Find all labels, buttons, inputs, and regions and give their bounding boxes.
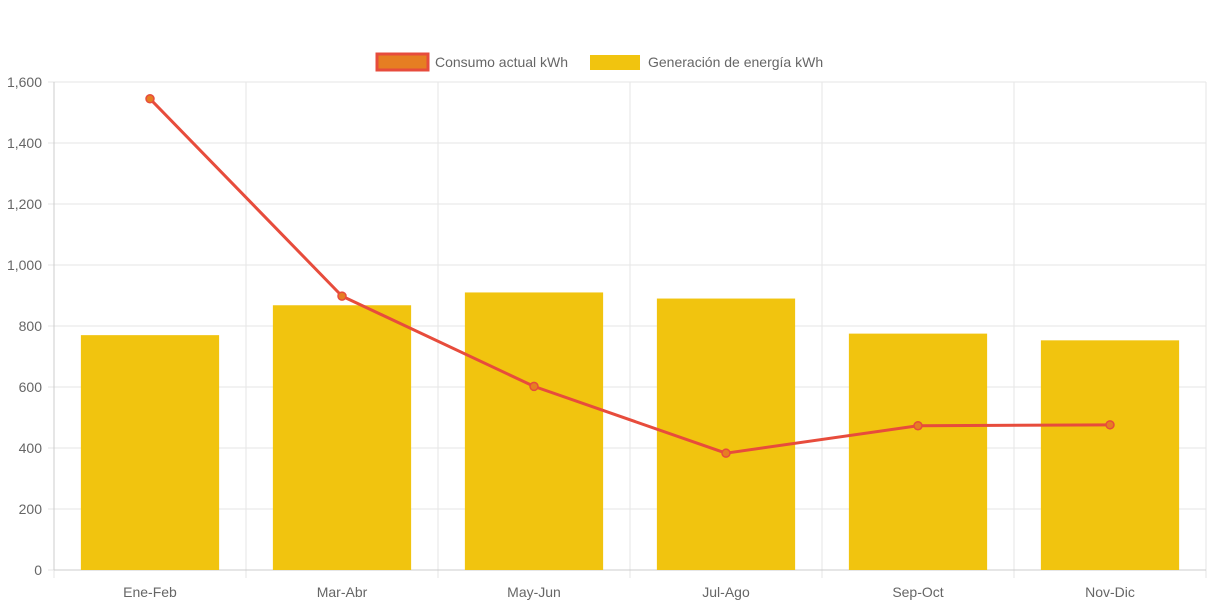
y-tick-label: 1,200 (7, 196, 42, 212)
x-tick-label: Ene-Feb (123, 584, 177, 600)
bar-sep-oct[interactable] (848, 333, 988, 570)
bar-may-jun[interactable] (464, 292, 604, 570)
legend-label-consumo[interactable]: Consumo actual kWh (435, 54, 568, 70)
legend-swatch-consumo[interactable] (375, 52, 430, 72)
grid-lines (48, 81, 1207, 578)
y-tick-label: 1,400 (7, 135, 42, 151)
line-series (145, 94, 1115, 458)
line-point-jul-ago[interactable] (721, 448, 731, 458)
y-tick-label: 600 (19, 379, 43, 395)
legend-label-generacion[interactable]: Generación de energía kWh (648, 54, 823, 70)
y-tick-label: 400 (19, 440, 43, 456)
bar-series (80, 292, 1180, 570)
bar-ene-feb[interactable] (80, 335, 220, 570)
x-axis: Ene-Feb Mar-Abr May-Jun Jul-Ago Sep-Oct Nov-D… (123, 584, 1135, 600)
y-tick-label: 800 (19, 318, 43, 334)
bar-nov-dic[interactable] (1040, 340, 1180, 570)
y-tick-label: 1,000 (7, 257, 42, 273)
y-axis: 0 200 400 600 800 1,000 1,200 1,400 1,600 (7, 74, 42, 578)
x-tick-label: Mar-Abr (317, 584, 368, 600)
line-point-nov-dic[interactable] (1105, 420, 1115, 430)
x-tick-label: Sep-Oct (892, 584, 943, 600)
y-tick-label: 1,600 (7, 74, 42, 90)
consumo-line (148, 97, 1112, 455)
x-tick-label: Jul-Ago (702, 584, 750, 600)
line-point-mar-abr[interactable] (337, 291, 347, 301)
y-tick-label: 200 (19, 501, 43, 517)
line-point-may-jun[interactable] (529, 381, 539, 392)
y-tick-label: 0 (34, 562, 42, 578)
legend-swatch-generacion[interactable] (590, 55, 640, 70)
legend[interactable]: Consumo actual kWh Generación de energía … (375, 52, 823, 72)
line-point-sep-oct[interactable] (913, 420, 923, 431)
x-tick-label: Nov-Dic (1085, 584, 1135, 600)
x-tick-label: May-Jun (507, 584, 561, 600)
line-point-ene-feb[interactable] (145, 94, 155, 104)
bar-mar-abr[interactable] (272, 305, 412, 570)
bar-jul-ago[interactable] (656, 298, 796, 570)
